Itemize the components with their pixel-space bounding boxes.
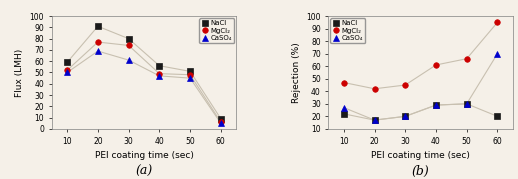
CaSO₄ <box>494 53 500 55</box>
NaCl <box>125 38 132 40</box>
CaSO₄ <box>218 122 224 124</box>
Y-axis label: Flux (LMH): Flux (LMH) <box>15 48 24 97</box>
Legend: NaCl, MgCl₂, CaSO₄: NaCl, MgCl₂, CaSO₄ <box>330 18 365 43</box>
NaCl <box>218 118 224 120</box>
CaSO₄ <box>64 71 70 74</box>
MgCl₂ <box>341 81 347 84</box>
MgCl₂ <box>371 88 378 90</box>
Y-axis label: Rejection (%): Rejection (%) <box>292 42 301 103</box>
CaSO₄ <box>433 104 439 106</box>
MgCl₂ <box>95 41 101 43</box>
CaSO₄ <box>95 50 101 52</box>
NaCl <box>433 104 439 106</box>
Legend: NaCl, MgCl₂, CaSO₄: NaCl, MgCl₂, CaSO₄ <box>199 18 234 43</box>
Line: NaCl: NaCl <box>341 101 500 123</box>
Line: MgCl₂: MgCl₂ <box>64 39 224 125</box>
Line: NaCl: NaCl <box>64 23 224 122</box>
MgCl₂ <box>156 72 163 75</box>
MgCl₂ <box>64 69 70 71</box>
Text: (a): (a) <box>135 165 153 178</box>
MgCl₂ <box>218 121 224 123</box>
X-axis label: PEI coating time (sec): PEI coating time (sec) <box>371 151 470 160</box>
MgCl₂ <box>464 58 470 60</box>
X-axis label: PEI coating time (sec): PEI coating time (sec) <box>95 151 193 160</box>
CaSO₄ <box>402 115 408 117</box>
CaSO₄ <box>125 59 132 61</box>
NaCl <box>464 103 470 105</box>
NaCl <box>95 25 101 27</box>
CaSO₄ <box>156 75 163 77</box>
MgCl₂ <box>494 21 500 23</box>
Line: MgCl₂: MgCl₂ <box>341 20 500 92</box>
NaCl <box>341 113 347 115</box>
CaSO₄ <box>371 119 378 121</box>
MgCl₂ <box>187 74 193 76</box>
Text: (b): (b) <box>412 165 429 178</box>
Line: CaSO₄: CaSO₄ <box>341 51 500 123</box>
CaSO₄ <box>341 107 347 109</box>
NaCl <box>156 65 163 67</box>
MgCl₂ <box>433 64 439 66</box>
MgCl₂ <box>402 84 408 86</box>
NaCl <box>187 70 193 72</box>
MgCl₂ <box>125 44 132 47</box>
NaCl <box>64 61 70 63</box>
NaCl <box>371 119 378 121</box>
CaSO₄ <box>464 103 470 105</box>
Line: CaSO₄: CaSO₄ <box>64 48 224 126</box>
NaCl <box>494 115 500 117</box>
CaSO₄ <box>187 77 193 79</box>
NaCl <box>402 115 408 117</box>
